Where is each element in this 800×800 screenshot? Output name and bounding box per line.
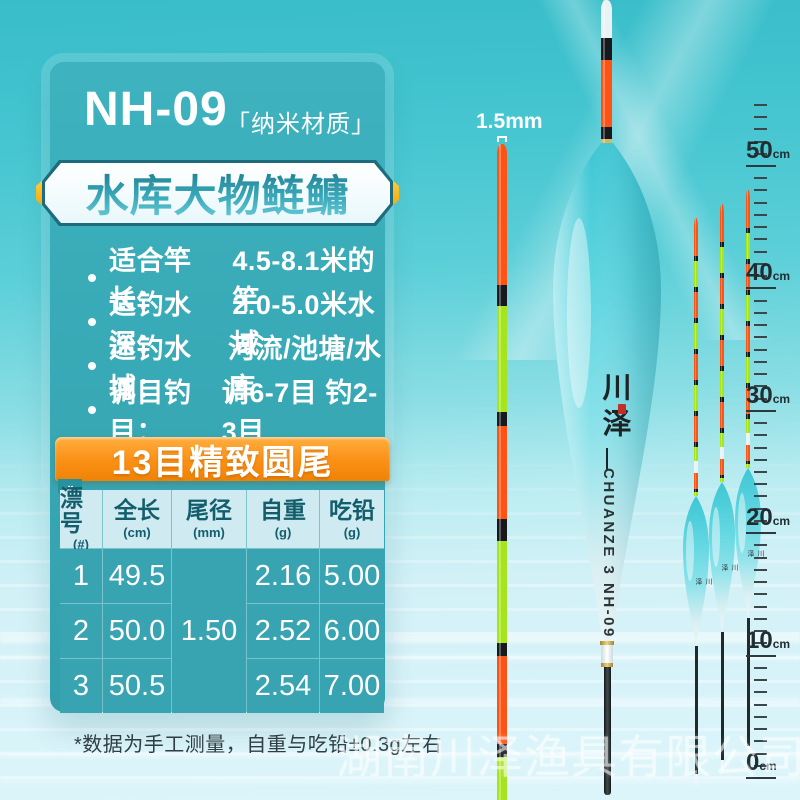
brand-seal-icon bbox=[618, 404, 626, 414]
table-cell: 50.5 bbox=[103, 659, 171, 713]
small-float-tail bbox=[720, 204, 724, 482]
table-cell: 6.00 bbox=[320, 604, 384, 658]
water-streak bbox=[0, 752, 800, 758]
main-float-body bbox=[553, 143, 661, 645]
footnote: *数据为手工测量，自重与吃铅±0.3g左右 bbox=[74, 734, 443, 756]
feature-label: 适合竿长： bbox=[109, 246, 192, 315]
feature-item: 适钓水深： 2.0-5.0米水域 bbox=[88, 290, 385, 359]
spec-table: 漂号 (#) 全长 (cm) 尾径 (mm) 自重 (g) 吃铅 (g) 1.5… bbox=[60, 486, 384, 713]
small-float-body bbox=[735, 468, 761, 618]
model-title: NH-09 bbox=[84, 83, 228, 136]
banner-background bbox=[45, 163, 390, 223]
table-cell: 2.16 bbox=[247, 549, 319, 603]
small-float-tail bbox=[694, 218, 698, 496]
main-float-brand-latin: CHUANZE 3 NH-09 bbox=[600, 468, 617, 639]
tail-diameter-label: 1.5mm bbox=[476, 110, 543, 133]
small-float-brand: 川泽 bbox=[747, 550, 764, 557]
info-card: NH-09 「纳米材质」 水库大物鲢鳙 适合竿长： 4.5-8.1米的竿 适钓水… bbox=[36, 62, 399, 713]
column-header: 吃铅 (g) bbox=[320, 490, 384, 548]
table-cell: 2.52 bbox=[247, 604, 319, 658]
table-cell: 1 bbox=[60, 549, 102, 603]
table-cell: 2 bbox=[60, 604, 102, 658]
title-banner: 水库大物鲢鳙 bbox=[36, 160, 399, 226]
ruler-label: 20cm bbox=[746, 504, 791, 532]
water-streak bbox=[0, 634, 800, 643]
feature-value: 2.0-5.0米水域 bbox=[232, 290, 375, 359]
table-cell: 2.54 bbox=[247, 659, 319, 713]
ruler-label: 0cm bbox=[746, 749, 777, 776]
small-float-tip bbox=[721, 760, 723, 772]
main-float-antenna bbox=[601, 0, 612, 145]
column-header: 自重 (g) bbox=[247, 490, 319, 548]
banner-title: 水库大物鲢鳙 bbox=[42, 160, 393, 226]
table-cell: 5.00 bbox=[320, 549, 384, 603]
water-streak bbox=[0, 698, 800, 705]
ruler: 0cm 10cm 20cm 30cm 40cm 50cm bbox=[730, 96, 800, 796]
small-float-body bbox=[683, 496, 709, 646]
column-header: 尾径 (mm) bbox=[172, 490, 246, 548]
section-ribbon: 13目精致圆尾 bbox=[55, 437, 390, 482]
ruler-label: 30cm bbox=[746, 381, 791, 409]
feature-list: 适合竿长： 4.5-8.1米的竿 适钓水深： 2.0-5.0米水域 适钓水域： … bbox=[88, 246, 385, 447]
company-watermark: 湖南川泽渔具有限公司 bbox=[336, 731, 800, 783]
gold-ring bbox=[600, 641, 614, 645]
bullet-icon bbox=[88, 274, 96, 282]
feature-label: 适钓水域： bbox=[109, 334, 192, 403]
feature-value: 调6-7目 钓2-3目 bbox=[221, 378, 378, 447]
feature-item: 适钓水域： 河流/池塘/水库 bbox=[88, 334, 385, 403]
small-float-body bbox=[709, 482, 735, 632]
column-header: 全长 (cm) bbox=[103, 490, 171, 548]
ruler-label: 40cm bbox=[746, 259, 791, 287]
main-float-stem bbox=[604, 667, 611, 795]
small-float-tip bbox=[747, 746, 749, 758]
water-streak bbox=[0, 778, 800, 783]
thin-tail-float bbox=[497, 144, 507, 800]
material-tag: 「纳米材质」 bbox=[226, 111, 376, 138]
table-cell: 50.0 bbox=[103, 604, 171, 658]
feature-label: 适钓水深： bbox=[109, 290, 192, 359]
small-float-stem bbox=[720, 632, 724, 760]
gold-ring bbox=[601, 663, 613, 667]
feature-item: 适合竿长： 4.5-8.1米的竿 bbox=[88, 246, 385, 315]
ribbon-title: 13目精致圆尾 bbox=[111, 443, 334, 482]
feature-value: 4.5-8.1米的竿 bbox=[232, 246, 375, 315]
small-float-brand: 川泽 bbox=[721, 564, 738, 571]
feature-value: 河流/池塘/水库 bbox=[228, 334, 382, 403]
table-cell: 3 bbox=[60, 659, 102, 713]
water-streak bbox=[0, 655, 800, 660]
bullet-icon bbox=[88, 406, 96, 414]
bullet-icon bbox=[88, 318, 96, 326]
bullet-icon bbox=[88, 362, 96, 370]
table-cell: 49.5 bbox=[103, 549, 171, 603]
ruler-label: 50cm bbox=[746, 137, 791, 164]
column-header: 漂号 (#) bbox=[60, 486, 102, 552]
small-float-tail bbox=[746, 190, 750, 468]
main-float-brand-chinese: 川泽 bbox=[598, 372, 632, 444]
small-float-tip bbox=[695, 774, 697, 786]
brand-divider bbox=[606, 448, 608, 470]
ruler-label: 10cm bbox=[746, 626, 791, 654]
table-cell-tail-diameter: 1.50 bbox=[172, 549, 246, 713]
measure-bracket-icon bbox=[497, 136, 507, 142]
small-float-brand: 川泽 bbox=[695, 578, 712, 585]
small-float-stem bbox=[746, 618, 750, 746]
table-cell: 7.00 bbox=[320, 659, 384, 713]
small-float-stem bbox=[694, 646, 698, 774]
feature-item: 调目钓目： 调6-7目 钓2-3目 bbox=[88, 378, 385, 447]
collar bbox=[601, 645, 613, 663]
